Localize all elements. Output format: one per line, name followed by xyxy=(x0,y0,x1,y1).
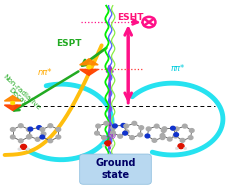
Text: ESPT: ESPT xyxy=(57,39,82,48)
Circle shape xyxy=(26,148,29,150)
Circle shape xyxy=(95,131,99,135)
Circle shape xyxy=(175,147,179,150)
Circle shape xyxy=(145,134,150,138)
Circle shape xyxy=(160,136,165,139)
Circle shape xyxy=(162,127,167,131)
Polygon shape xyxy=(80,69,98,75)
Circle shape xyxy=(167,137,172,141)
Circle shape xyxy=(96,124,100,128)
Circle shape xyxy=(174,127,179,131)
Circle shape xyxy=(146,127,151,131)
Circle shape xyxy=(182,124,187,128)
Circle shape xyxy=(18,148,21,150)
Circle shape xyxy=(161,129,166,132)
Text: Non-radiative
Decay: Non-radiative Decay xyxy=(0,73,42,116)
Circle shape xyxy=(27,134,32,138)
Circle shape xyxy=(123,131,127,135)
Circle shape xyxy=(139,126,144,129)
Circle shape xyxy=(188,136,193,139)
Circle shape xyxy=(56,135,61,139)
Circle shape xyxy=(121,123,126,127)
Circle shape xyxy=(40,135,45,139)
Circle shape xyxy=(154,124,159,128)
Polygon shape xyxy=(4,95,21,101)
Circle shape xyxy=(105,141,111,146)
Circle shape xyxy=(160,134,165,137)
Circle shape xyxy=(37,126,41,129)
Circle shape xyxy=(40,128,45,131)
Circle shape xyxy=(10,128,15,131)
Text: nπ*: nπ* xyxy=(38,68,52,77)
Circle shape xyxy=(18,139,23,143)
Text: ESHT: ESHT xyxy=(117,13,144,22)
Circle shape xyxy=(28,127,33,131)
Circle shape xyxy=(48,139,53,143)
Circle shape xyxy=(111,126,116,129)
Circle shape xyxy=(48,124,53,128)
Circle shape xyxy=(124,130,129,134)
Text: ππ*: ππ* xyxy=(171,64,185,73)
Circle shape xyxy=(11,101,15,105)
Circle shape xyxy=(138,133,143,137)
Circle shape xyxy=(180,139,185,142)
Circle shape xyxy=(27,128,31,131)
Circle shape xyxy=(41,132,46,136)
Circle shape xyxy=(10,135,15,139)
Circle shape xyxy=(171,126,175,130)
Circle shape xyxy=(111,131,115,135)
Circle shape xyxy=(130,136,134,139)
Circle shape xyxy=(189,129,194,132)
Circle shape xyxy=(18,124,23,128)
Circle shape xyxy=(102,136,106,139)
Circle shape xyxy=(132,121,137,125)
Text: Ground
state: Ground state xyxy=(95,158,136,180)
Text: hν: hν xyxy=(107,132,117,141)
Circle shape xyxy=(178,144,184,149)
Circle shape xyxy=(112,124,117,128)
Circle shape xyxy=(124,124,128,128)
Circle shape xyxy=(174,133,179,136)
Circle shape xyxy=(56,128,61,131)
Circle shape xyxy=(110,133,114,137)
Polygon shape xyxy=(4,105,21,111)
Circle shape xyxy=(152,139,157,142)
Circle shape xyxy=(102,144,105,147)
Circle shape xyxy=(35,137,40,141)
Circle shape xyxy=(104,121,109,125)
Polygon shape xyxy=(80,59,98,65)
Circle shape xyxy=(118,134,122,138)
Circle shape xyxy=(27,135,31,139)
Circle shape xyxy=(110,144,113,147)
Circle shape xyxy=(87,65,91,69)
FancyBboxPatch shape xyxy=(80,154,151,184)
Circle shape xyxy=(21,144,27,149)
Circle shape xyxy=(173,134,178,138)
Circle shape xyxy=(184,147,187,150)
